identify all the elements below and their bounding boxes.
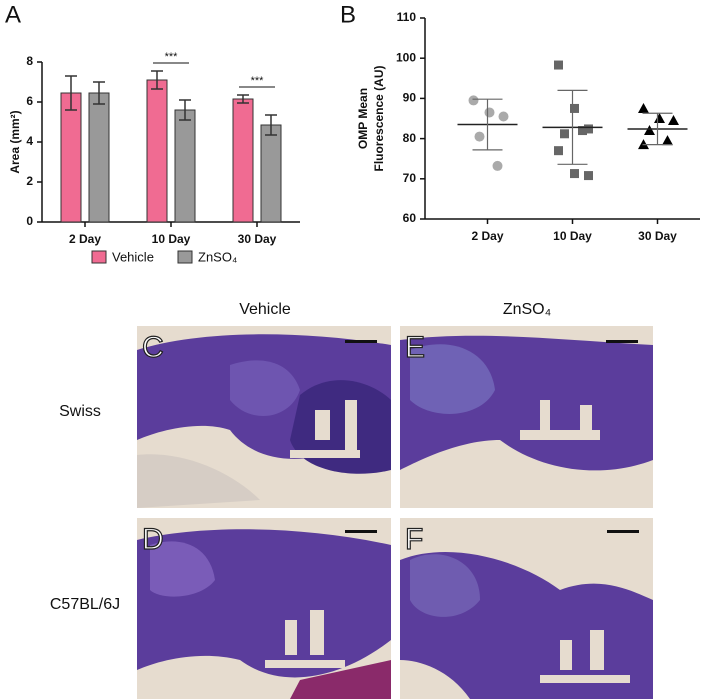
legend-label: ZnSO₄	[198, 249, 237, 264]
bar	[60, 92, 82, 223]
legend-label: Vehicle	[112, 249, 154, 264]
data-point	[570, 103, 579, 113]
y-tick-label: 8	[26, 54, 33, 68]
significance-label: ***	[251, 75, 265, 87]
error-bar	[93, 81, 105, 105]
micrograph	[400, 518, 653, 699]
panel-letter: D	[142, 523, 164, 556]
data-point	[484, 107, 495, 118]
error-bar	[265, 114, 277, 136]
data-point	[468, 95, 479, 106]
legend-swatch	[91, 250, 107, 264]
y-tick-label: 110	[397, 10, 417, 24]
error-bar	[237, 94, 249, 104]
x-tick-label: 2 Day	[69, 232, 101, 246]
x-tick-label: 30 Day	[638, 229, 677, 243]
y-tick-label: 90	[403, 91, 417, 105]
data-point	[668, 115, 679, 126]
y-tick-label: 0	[26, 214, 33, 228]
data-point	[584, 124, 593, 134]
data-point	[584, 171, 593, 181]
error-bar	[557, 89, 588, 165]
row-label: Swiss	[59, 403, 101, 420]
x-tick-label: 10 Day	[152, 232, 191, 246]
y-tick-label: 60	[403, 211, 417, 225]
x-tick-label: 2 Day	[471, 229, 503, 243]
micrograph	[137, 518, 391, 699]
panel-letter: E	[405, 331, 425, 364]
panel-letter: C	[142, 331, 164, 364]
data-point	[554, 146, 563, 156]
data-point	[560, 129, 569, 139]
y-axis-label: OMP Mean	[356, 88, 370, 149]
panel-letter: F	[405, 523, 423, 556]
error-bar	[151, 70, 163, 90]
bar	[88, 92, 110, 223]
data-point	[638, 102, 649, 113]
micrograph	[400, 326, 653, 508]
data-point	[654, 113, 665, 123]
data-point	[554, 60, 563, 70]
data-point	[492, 160, 503, 171]
legend-swatch	[177, 250, 193, 264]
error-bar	[472, 98, 503, 151]
error-bar	[642, 112, 673, 146]
bar	[146, 79, 168, 223]
y-tick-label: 70	[403, 171, 417, 185]
y-tick-label: 2	[26, 174, 33, 188]
x-tick-label: 10 Day	[553, 229, 592, 243]
significance-label: ***	[165, 51, 179, 63]
bar	[174, 109, 196, 223]
y-axis-label: Fluorescence (AU)	[372, 65, 386, 171]
column-label: ZnSO₄	[503, 301, 551, 318]
y-axis-label: Area (mm²)	[8, 110, 22, 173]
data-point	[570, 169, 579, 179]
error-bar	[65, 75, 77, 111]
column-label: Vehicle	[239, 301, 291, 318]
panel-label: A	[5, 1, 21, 28]
data-point	[474, 131, 485, 142]
error-bar	[179, 99, 191, 121]
bar	[260, 124, 282, 223]
y-tick-label: 6	[26, 94, 33, 108]
x-tick-label: 30 Day	[238, 232, 277, 246]
data-point	[578, 126, 587, 136]
y-tick-label: 4	[26, 134, 33, 148]
bar	[232, 98, 254, 223]
row-label: C57BL/6J	[50, 596, 120, 613]
data-point	[662, 135, 673, 146]
y-tick-label: 100	[396, 50, 416, 64]
micrograph	[137, 326, 391, 508]
panel-label: B	[340, 1, 356, 28]
y-tick-label: 80	[403, 131, 417, 145]
data-point	[498, 111, 509, 122]
data-point	[644, 125, 655, 136]
